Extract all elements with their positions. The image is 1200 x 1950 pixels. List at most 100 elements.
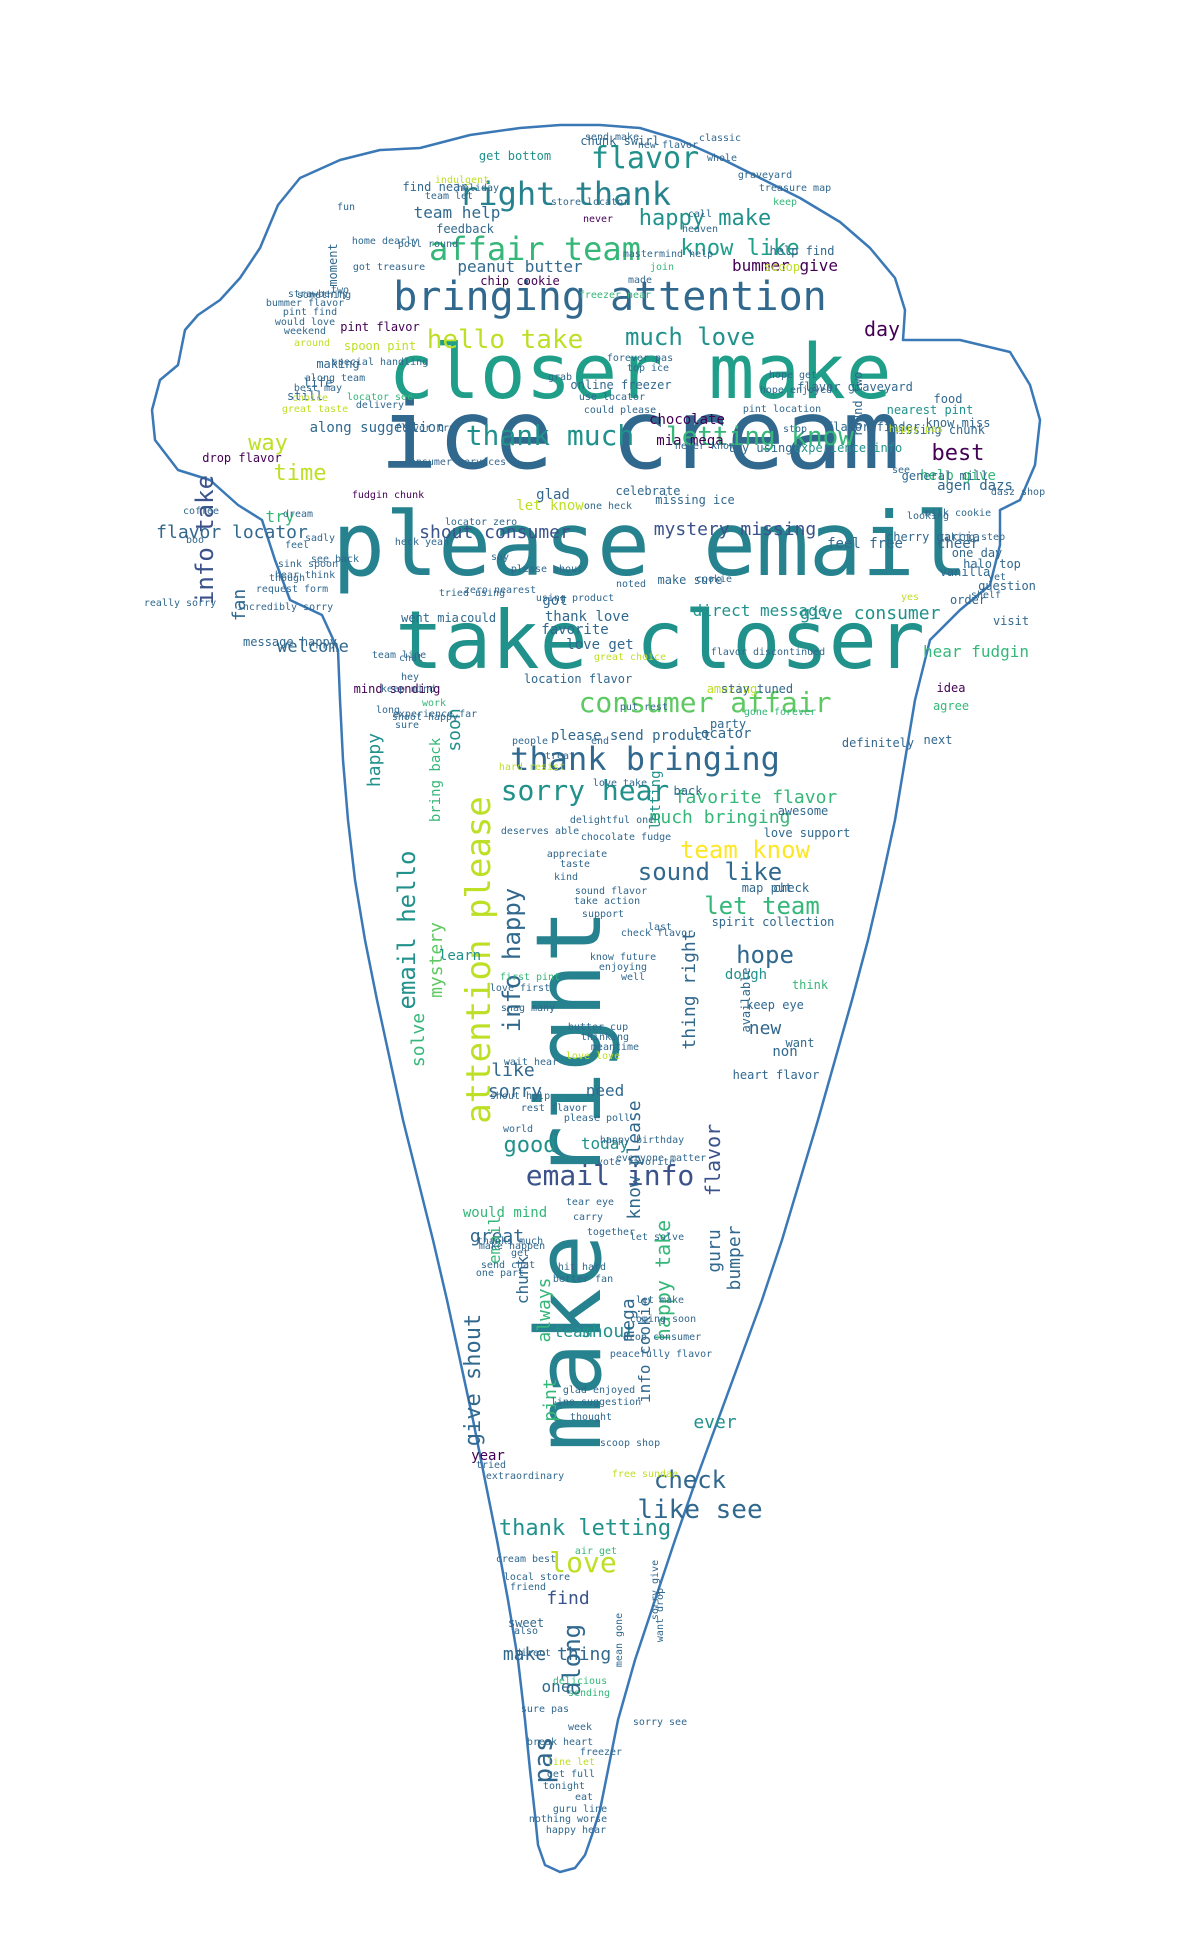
word-along: along: [558, 1624, 586, 1696]
word-know-miss: know miss: [925, 416, 990, 430]
word-treasure-map: treasure map: [759, 183, 831, 194]
ice-cream-cone-outline: [150, 123, 1042, 1874]
word-grab: grab: [548, 372, 572, 383]
word-great: great: [470, 1226, 524, 1247]
word-mystery-missing: mystery missing: [654, 519, 817, 540]
word-scoop-shop: scoop shop: [600, 1438, 660, 1449]
word-choice: choice: [292, 393, 328, 404]
word-shout: shout: [581, 1321, 635, 1342]
word-thank-much: thank much: [466, 419, 635, 452]
word-butter-cup: butter cup: [568, 1022, 628, 1033]
word-zero-nearest: zero nearest: [464, 585, 536, 596]
word-mega: mega: [618, 1298, 639, 1341]
word-air-get: air get: [575, 1546, 617, 1557]
word-yes: yes: [901, 592, 919, 603]
word-hope-enjoyed: hope enjoyed: [760, 385, 832, 396]
word-send-chat: send chat: [481, 1260, 535, 1271]
word-sure-pas: sure pas: [521, 1704, 569, 1715]
word-team-know: team know: [680, 836, 811, 864]
word-pint-location: pint location: [743, 404, 821, 415]
word-got: got: [542, 593, 567, 609]
word-know-future: know future: [590, 952, 656, 963]
word-eat: eat: [575, 1792, 593, 1803]
word-vote-favorite: vote favorite: [597, 1157, 675, 1168]
word-sound-like: sound like: [638, 858, 783, 886]
word-feel: feel: [285, 540, 309, 551]
word-heart-flavor: heart flavor: [733, 1068, 820, 1082]
word-taste: taste: [560, 859, 590, 870]
word-happy-make: happy make: [639, 206, 771, 231]
word-drop-consumer: drop consumer: [623, 1332, 701, 1343]
word-sorry: sorry: [488, 1081, 542, 1102]
word-love-get: love get: [566, 637, 633, 653]
word-keep-mind: keep mind: [381, 684, 435, 695]
word-love-first: love first: [490, 983, 550, 994]
word-line-suggestion: line suggestion: [551, 1397, 641, 1408]
word-looking: looking: [907, 511, 949, 522]
word-let-solve: let solve: [630, 1232, 684, 1243]
word-love-support: love support: [764, 826, 851, 840]
word-day: day: [864, 317, 900, 341]
word-new-flavor: new flavor: [638, 140, 698, 151]
word-attention-please: attention please: [459, 796, 499, 1124]
word-experience-far: experience far: [393, 709, 477, 720]
word-good: good: [504, 1133, 557, 1158]
word-tried: tried: [476, 1460, 506, 1471]
word-flavor-finder: flavor finder: [826, 420, 920, 434]
word-thanks-much: thanks much: [477, 1236, 543, 1247]
word-ever: ever: [693, 1412, 737, 1433]
word-team-let: team let: [425, 191, 473, 202]
word-sorry-give: sorry give: [650, 1560, 661, 1620]
word-find-near: find near: [402, 180, 467, 194]
word-stay-tuned: stay tuned: [721, 682, 793, 696]
word-flavor-discontinued: flavor discontinued: [711, 647, 825, 658]
word-delightful-one: delightful one: [570, 815, 654, 826]
word-chunk: chunk: [513, 1256, 532, 1305]
word-freezer-near: freezer near: [579, 290, 651, 301]
word-want-drop: want drop: [655, 1588, 666, 1642]
word-welcome: welcome: [277, 637, 349, 657]
word-flavor: flavor: [591, 141, 699, 176]
word-cream-best: cream best: [496, 1554, 556, 1565]
word-find: find: [546, 1588, 589, 1609]
word-chat: chat: [399, 653, 423, 664]
word-appreciate: appreciate: [547, 849, 607, 860]
word-peacefully-flavor: peacefully flavor: [610, 1349, 712, 1360]
word-much-love: much love: [625, 323, 755, 351]
word-wait-hear: wait hear: [504, 1057, 558, 1068]
word-still: still: [287, 389, 323, 403]
word-try: try: [266, 507, 295, 526]
word-heck-yeah: heck yeah: [395, 537, 449, 548]
word-vanilla: vanilla: [940, 565, 991, 579]
word-sweet: sweet: [508, 1616, 544, 1630]
word-pas: pas: [529, 1737, 559, 1784]
word-join: join: [650, 262, 674, 273]
word-guru: guru: [704, 1229, 725, 1272]
word-special-handling: special handling: [332, 357, 428, 368]
word-call: call: [688, 209, 712, 220]
word-make-thing: make thing: [503, 1644, 611, 1665]
word-see-back: see back: [311, 554, 359, 565]
word-extraordinary: extraordinary: [486, 1471, 564, 1482]
word-keep: keep: [773, 197, 797, 208]
word-heaven: heaven: [682, 224, 718, 235]
word-time: time: [274, 461, 327, 486]
word-agen-dazs: agen dazs: [937, 478, 1013, 494]
word-chip-cookie: chip cookie: [480, 274, 559, 288]
word-cookie: cookie: [696, 574, 732, 585]
word-sure: sure: [395, 720, 419, 731]
word-info-take: info take: [191, 475, 219, 605]
word-drop-flavor: drop flavor: [202, 451, 281, 465]
word-keep-eye: keep eye: [746, 998, 804, 1012]
word-online-freezer: online freezer: [570, 378, 671, 392]
word-noted: noted: [616, 579, 646, 590]
word-hard-resist: hard resist: [499, 762, 565, 773]
word-let-know: let know: [516, 498, 584, 514]
word-happy: happy: [364, 733, 385, 787]
word-whole: whole: [707, 153, 737, 164]
word-mastermind-help: mastermind help: [623, 249, 713, 260]
word-though: though: [269, 573, 305, 584]
word-know-please: know please: [624, 1100, 645, 1219]
word-great-choice: great choice: [594, 652, 666, 663]
